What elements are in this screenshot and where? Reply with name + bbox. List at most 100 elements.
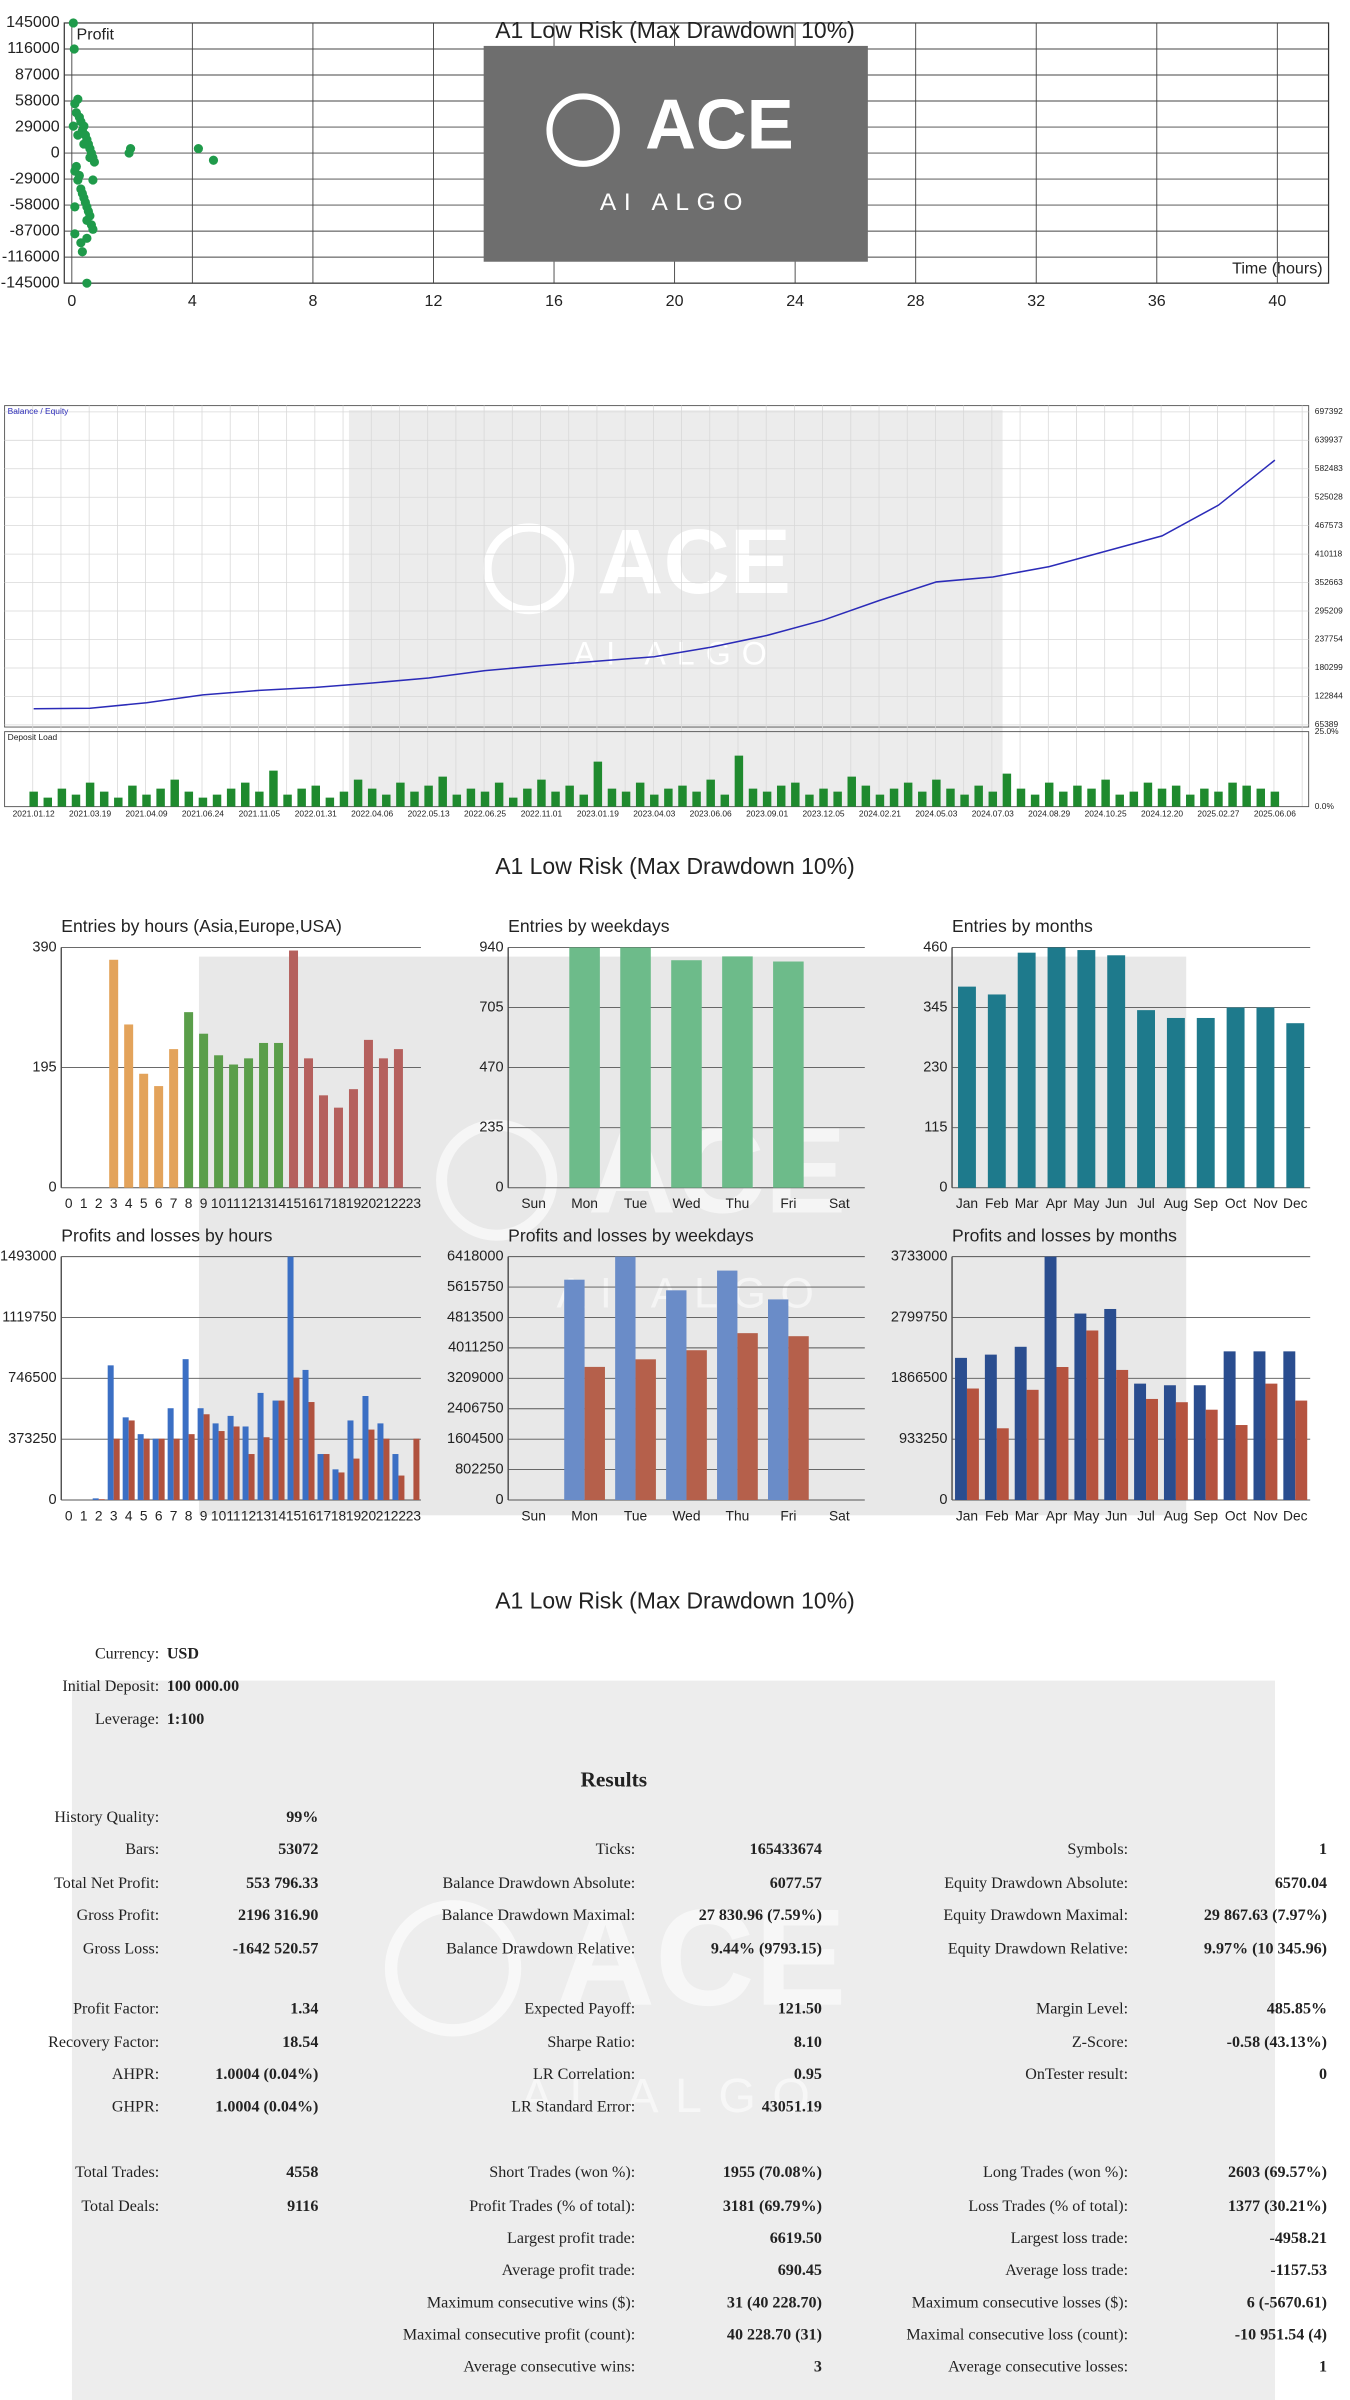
bar: [984, 1354, 997, 1500]
logo-tagline: AI ALGO: [600, 189, 750, 216]
stat-value: 29 867.63 (7.97%): [1204, 1907, 1327, 1924]
x-tick-label: 2024.08.29: [1028, 809, 1070, 819]
chart-title: Profits and losses by months: [952, 1225, 1177, 1245]
x-tick-label: 4: [125, 1196, 133, 1211]
bar: [564, 1279, 585, 1500]
bar: [269, 770, 278, 807]
x-tick-label: 32: [1027, 292, 1045, 310]
x-tick-label: 12: [241, 1508, 256, 1523]
y-tick-label: 3209000: [447, 1370, 504, 1386]
x-tick-label: 12: [425, 292, 443, 310]
bar: [182, 1359, 189, 1500]
y-tick-label: 0: [939, 1492, 947, 1508]
x-tick-label: 18: [331, 1196, 347, 1211]
x-tick-label: 2025.06.06: [1254, 809, 1296, 819]
point: [82, 278, 92, 288]
stat-label: Maximum consecutive wins ($):: [427, 2294, 635, 2311]
x-tick-label: 23: [406, 1196, 422, 1211]
stat-label: Largest profit trade:: [507, 2230, 635, 2247]
stat-value: 6570.04: [1275, 1875, 1327, 1892]
bar: [565, 785, 574, 807]
bar: [212, 794, 222, 807]
x-tick-label: 13: [256, 1196, 272, 1211]
bar: [438, 776, 447, 807]
x-tick-label: Dec: [1283, 1196, 1308, 1211]
bar: [368, 1429, 375, 1500]
stat-value: 553 796.33: [246, 1875, 318, 1892]
y-tick-label: 180299: [1315, 662, 1343, 672]
x-tick-label: Jun: [1105, 1196, 1127, 1211]
y-tick-label: 933250: [899, 1431, 947, 1447]
stat-label: Maximum consecutive losses ($):: [912, 2294, 1128, 2311]
bar: [396, 782, 405, 807]
y-tick-label: 235: [479, 1120, 503, 1136]
bar: [706, 779, 715, 807]
y-tick-label: 1604500: [447, 1431, 504, 1447]
stat-value: 40 228.70 (31): [727, 2326, 822, 2343]
x-tick-label: Dec: [1283, 1508, 1308, 1523]
bar: [113, 1438, 120, 1500]
stat-value: 1: [1319, 2359, 1327, 2376]
point: [77, 188, 87, 199]
bar: [593, 761, 603, 807]
stat-value: 31 (40 228.70): [727, 2294, 822, 2311]
x-tick-label: 36: [1148, 292, 1166, 310]
bar: [523, 788, 532, 807]
point: [71, 161, 81, 172]
bar: [362, 1396, 369, 1500]
info-value: USD: [167, 1645, 199, 1662]
bar: [960, 794, 969, 807]
point: [82, 233, 92, 243]
stat-value: 121.50: [778, 2000, 822, 2017]
x-tick-label: 17: [316, 1196, 331, 1211]
bar: [283, 794, 292, 807]
bar: [274, 1042, 284, 1188]
y-tick-label: 705: [479, 999, 503, 1015]
x-tick-label: 7: [170, 1508, 178, 1523]
bar: [167, 1408, 174, 1500]
y-tick-label: 470: [479, 1059, 503, 1075]
bar: [686, 1350, 707, 1500]
info-label: Initial Deposit:: [62, 1678, 159, 1695]
bar: [377, 1423, 384, 1500]
x-tick-label: 7: [170, 1196, 178, 1211]
bar: [1077, 950, 1096, 1188]
bar: [1242, 785, 1251, 807]
point: [73, 94, 83, 104]
bar: [1044, 1256, 1057, 1500]
x-tick-label: 2023.09.01: [746, 809, 788, 819]
bar: [1030, 794, 1040, 807]
bar: [308, 1402, 315, 1500]
point: [70, 229, 80, 239]
bar: [154, 1086, 164, 1188]
bar: [734, 755, 744, 807]
point: [68, 121, 78, 131]
x-tick-label: Aug: [1164, 1508, 1189, 1523]
stat-label: Loss Trades (% of total):: [968, 2198, 1128, 2215]
bar: [1175, 1402, 1188, 1500]
stat-value: 165433674: [750, 1841, 822, 1858]
x-tick-label: 2: [95, 1508, 103, 1523]
bar: [233, 1426, 240, 1500]
stat-value: 9.44% (9793.15): [711, 1941, 822, 1958]
x-tick-label: 3: [110, 1196, 118, 1211]
y-tick-label: -29000: [10, 169, 60, 187]
y-tick-label: 230: [923, 1059, 947, 1075]
x-tick-label: 2022.05.13: [408, 809, 450, 819]
bar: [1073, 785, 1082, 807]
bar: [393, 1049, 403, 1188]
stat-value: 2603 (69.57%): [1228, 2164, 1327, 2181]
x-tick-label: 20: [666, 292, 684, 310]
bar: [1214, 791, 1223, 807]
bar: [170, 779, 179, 807]
stat-value: 1.0004 (0.04%): [215, 2066, 318, 2083]
stat-label: Average loss trade:: [1005, 2262, 1128, 2279]
x-tick-label: 18: [331, 1508, 347, 1523]
stat-label: Average consecutive losses:: [948, 2359, 1128, 2376]
x-tick-label: 2024.05.03: [915, 809, 957, 819]
x-tick-label: 6: [155, 1508, 163, 1523]
logo: ACE: [645, 85, 794, 164]
y-tick-label: 2799750: [891, 1309, 948, 1325]
x-tick-label: Sat: [829, 1508, 850, 1523]
